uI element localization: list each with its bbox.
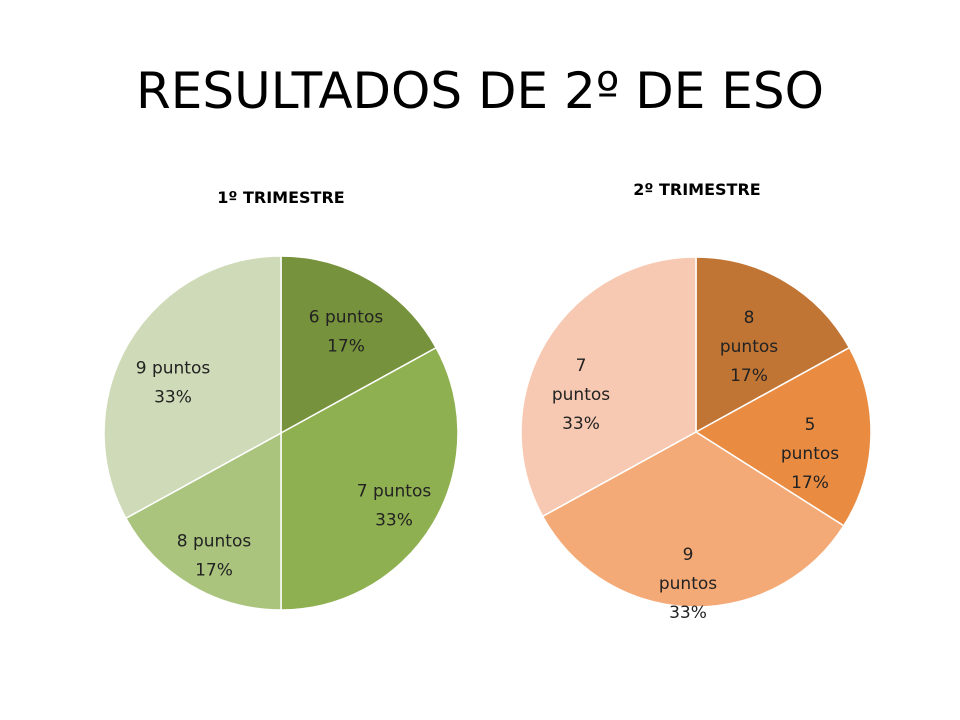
pie-2-slice-4	[520, 256, 697, 518]
pie-2-label-1: 8 puntos 17%	[720, 308, 778, 386]
pie-1-slice-3	[124, 431, 282, 611]
pie-1-slice-2	[280, 346, 459, 611]
pie-1-label-2: 7 puntos 33%	[357, 482, 432, 531]
pie-1-slice-1	[280, 255, 438, 435]
pie-2-slice-2	[694, 346, 872, 527]
chart-title-1: 1º TRIMESTRE	[217, 188, 345, 207]
pie-1-slice-4	[103, 255, 282, 520]
pie-1-percent-1: 17%	[327, 337, 365, 357]
pie-2-label-2: 5 puntos 17%	[781, 415, 839, 493]
pie-2-label-4: 7 puntos 33%	[552, 356, 610, 434]
pie-2-percent-1: 17%	[730, 366, 768, 386]
pie-1-label-1: 6 puntos 17%	[309, 308, 384, 357]
pie-2-percent-2: 17%	[791, 473, 829, 493]
pie-1-label-4: 9 puntos 33%	[136, 359, 211, 408]
pie-2-percent-3: 33%	[669, 603, 707, 623]
pie-chart-2: 8 puntos 17%5 puntos 17% 9 puntos 33% 7 puntos 33%	[520, 256, 872, 623]
pie-1-percent-3: 17%	[195, 561, 233, 581]
pie-1-percent-4: 33%	[154, 388, 192, 408]
chart-title-2: 2º TRIMESTRE	[633, 180, 761, 199]
pie-1-percent-2: 33%	[375, 511, 413, 531]
pie-2-percent-4: 33%	[562, 414, 600, 434]
pie-2-slice-1	[695, 256, 851, 434]
pie-2-label-3: 9 puntos 33%	[659, 545, 717, 623]
pie-chart-1: 6 puntos 17% 7 puntos 33% 8 puntos 17% 9 punto…	[103, 255, 459, 611]
pie-1-label-3: 8 puntos 17%	[177, 532, 252, 581]
page-title: RESULTADOS DE 2º DE ESO	[136, 62, 824, 120]
